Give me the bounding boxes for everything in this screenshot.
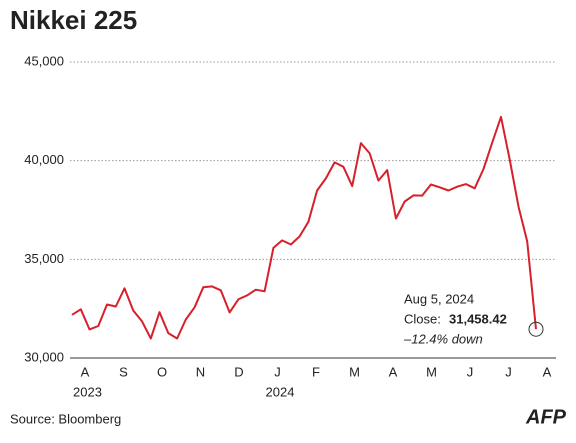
year-label: 2023 [73,384,102,399]
x-tick-label: M [426,364,437,379]
logo: AFP [525,406,567,428]
x-tick-label: N [196,364,205,379]
source: Source: Bloomberg [10,411,121,426]
year-label: 2024 [266,384,295,399]
line [71,115,537,340]
chart-title: Nikkei 225 [10,5,137,35]
x-tick-label: M [349,364,360,379]
x-tick-label: S [119,364,128,379]
annotation-date: Aug 5, 2024 [404,291,474,306]
annotation-change: –12.4% down [403,331,483,346]
x-tick-label: O [157,364,167,379]
x-tick-label: J [467,364,474,379]
y-tick-label: 30,000 [24,349,64,364]
x-tick-label: F [312,364,320,379]
x-tick-label: A [81,364,90,379]
x-tick-label: D [234,364,243,379]
y-tick-label: 45,000 [24,53,64,68]
annotation-close-value: 31,458.42 [449,311,507,326]
y-tick-label: 35,000 [24,251,64,266]
y-tick-label: 40,000 [24,152,64,167]
x-tick-label: J [505,364,512,379]
last-point [528,321,544,337]
x-tick-label: A [543,364,552,379]
x-tick-label: J [274,364,281,379]
annotation-close-label: Close: [404,311,441,326]
x-tick-label: A [389,364,398,379]
